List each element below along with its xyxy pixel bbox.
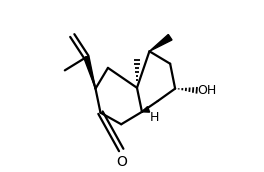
Polygon shape [149,34,172,51]
Text: H: H [149,111,159,124]
Text: OH: OH [197,84,217,97]
Polygon shape [84,56,96,89]
Polygon shape [142,106,150,112]
Text: O: O [116,155,127,169]
